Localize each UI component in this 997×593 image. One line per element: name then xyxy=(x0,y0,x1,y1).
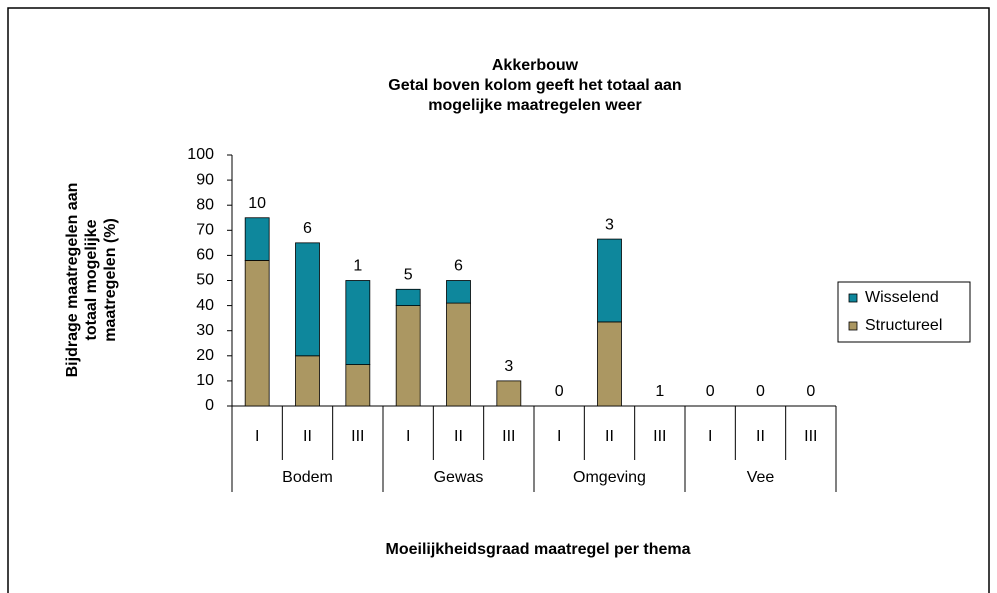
y-axis-title: Bijdrage maatregelen aan totaal mogelijke… xyxy=(64,183,119,378)
x-tick-label: II xyxy=(605,428,614,445)
x-tick-label: I xyxy=(708,428,712,445)
bar-segment xyxy=(446,280,471,304)
y-tick-label: 90 xyxy=(196,171,214,188)
x-tick-label: III xyxy=(351,428,364,445)
x-tick-label: I xyxy=(255,428,259,445)
x-tick-label: II xyxy=(454,428,463,445)
group-label: Vee xyxy=(747,469,775,486)
total-label: 5 xyxy=(404,267,413,284)
total-label: 6 xyxy=(454,258,463,275)
frame xyxy=(7,7,990,593)
y-tick-label: 50 xyxy=(196,272,214,289)
y-tick-label: 20 xyxy=(196,347,214,364)
total-label: 0 xyxy=(555,383,564,400)
y-tick-label: 80 xyxy=(196,196,214,213)
x-tick-label: III xyxy=(502,428,515,445)
bar-segment xyxy=(597,238,622,323)
y-tick-label: 60 xyxy=(196,247,214,264)
bar-segment xyxy=(446,302,471,407)
x-tick-label: I xyxy=(557,428,561,445)
bar-segment xyxy=(345,364,371,407)
x-tick-label: I xyxy=(406,428,410,445)
group-label: Omgeving xyxy=(573,469,646,486)
y-axis-title-line: maatregelen (%) xyxy=(102,218,119,342)
bar-segment xyxy=(244,217,270,261)
bar-segment xyxy=(295,355,320,407)
bar-segment xyxy=(395,288,421,307)
legend-label: Structureel xyxy=(865,317,942,334)
total-label: 10 xyxy=(248,195,266,212)
total-label: 1 xyxy=(655,383,664,400)
y-tick-label: 30 xyxy=(196,322,214,339)
bar-segment xyxy=(295,242,320,357)
group-label: Gewas xyxy=(434,469,484,486)
legend-swatch xyxy=(848,321,858,331)
y-tick-label: 10 xyxy=(196,372,214,389)
legend-swatch xyxy=(848,293,858,303)
total-label: 0 xyxy=(706,383,715,400)
y-tick-label: 70 xyxy=(196,222,214,239)
chart-title: Getal boven kolom geeft het totaal aan xyxy=(388,77,681,94)
y-axis-title-line: Bijdrage maatregelen aan xyxy=(64,183,81,378)
total-label: 1 xyxy=(353,258,362,275)
total-label: 0 xyxy=(756,383,765,400)
bar-segment xyxy=(244,260,270,407)
x-tick-label: II xyxy=(756,428,765,445)
x-tick-label: II xyxy=(303,428,312,445)
legend-box xyxy=(837,281,971,343)
chart-title: Akkerbouw xyxy=(492,57,579,74)
bar-segment xyxy=(345,280,371,365)
total-label: 3 xyxy=(605,216,614,233)
total-label: 0 xyxy=(806,383,815,400)
bar-segment xyxy=(597,321,622,407)
y-tick-label: 40 xyxy=(196,297,214,314)
y-tick-label: 100 xyxy=(187,146,214,163)
bar-segment xyxy=(496,380,522,407)
group-label: Bodem xyxy=(282,469,333,486)
chart-title: mogelijke maatregelen weer xyxy=(428,97,641,114)
x-axis-title: Moeilijkheidsgraad maatregel per thema xyxy=(386,541,691,558)
legend-label: Wisselend xyxy=(865,289,939,306)
total-label: 6 xyxy=(303,220,312,237)
y-tick-label: 0 xyxy=(205,397,214,414)
x-tick-label: III xyxy=(804,428,817,445)
y-axis-title-line: totaal mogelijke xyxy=(83,219,100,340)
total-label: 3 xyxy=(504,358,513,375)
x-tick-label: III xyxy=(653,428,666,445)
bar-segment xyxy=(395,305,421,407)
